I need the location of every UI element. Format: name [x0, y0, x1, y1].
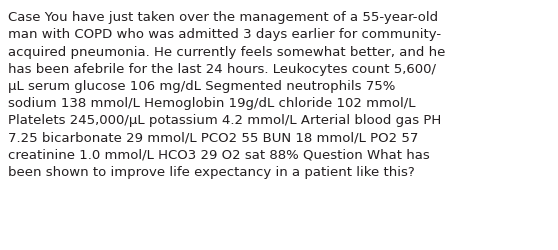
Text: Case You have just taken over the management of a 55-year-old
man with COPD who : Case You have just taken over the manage…: [8, 11, 445, 178]
